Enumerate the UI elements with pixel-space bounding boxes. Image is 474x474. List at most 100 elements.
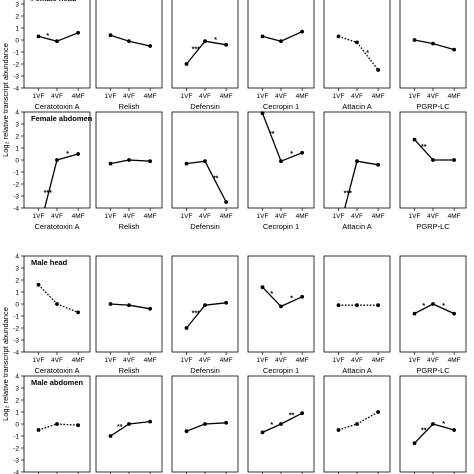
data-point [279,39,283,44]
significance-marker: ** [117,424,123,431]
data-point [148,159,153,164]
y-tick-label: -1 [13,49,19,56]
significance-marker: ** [421,144,427,151]
panel-title: Female head [31,0,77,3]
significance-marker: *** [344,191,352,198]
data-point [260,430,265,435]
significance-marker: * [66,151,69,158]
x-tick-label: 1VF [257,357,269,364]
series-line [56,153,79,161]
x-tick-label: 1VF [409,357,421,364]
series-line [414,39,434,45]
gene-label: Cecropin 1 [263,222,299,231]
data-point [260,111,265,116]
series-line [280,296,303,307]
significance-marker: * [442,303,445,310]
gene-label: Defensin [190,102,220,111]
y-tick-label: 0 [15,157,19,164]
series-line [432,423,455,431]
y-tick-label: 3 [15,1,19,8]
gene-label: PGRP-LC [416,102,450,111]
data-point [412,311,417,316]
data-point [127,422,131,426]
series-line [186,40,206,65]
series-line [204,302,227,306]
significance-marker: *** [44,190,52,197]
y-tick-label: 4 [15,373,19,380]
series-line [128,40,151,47]
x-tick-label: 4VF [275,213,287,220]
y-tick-label: -4 [13,205,19,212]
series-line [261,112,282,162]
x-tick-label: 4MF [372,357,385,364]
series-line [128,420,151,425]
x-tick-label: 1VF [181,357,193,364]
y-tick-label: -3 [13,457,19,464]
gene-label: Relish [119,366,140,375]
x-tick-label: 4VF [427,357,439,364]
significance-marker: * [290,296,293,303]
data-point [76,423,81,428]
data-point [355,422,359,426]
data-point [300,411,305,416]
x-tick-label: 4VF [199,357,211,364]
y-tick-label: 3 [15,385,19,392]
y-axis-label: Log₂ relative transcript abundance [1,43,10,157]
series-line [204,40,227,46]
x-tick-label: 1VF [333,93,345,100]
series-line [432,42,455,51]
series-line [356,411,379,425]
data-point [55,39,59,44]
y-tick-label: -4 [13,349,19,356]
x-tick-label: 4VF [427,213,439,220]
gene-label: Cecropin 1 [263,366,299,375]
y-tick-label: -3 [13,73,19,80]
data-point [127,158,131,162]
y-tick-label: 1 [15,409,19,416]
data-point [55,422,59,426]
gene-label: Defensin [190,222,220,231]
gene-label: Defensin [190,366,220,375]
y-axis-label: Log₂ relative transcript abundance [1,307,10,421]
gene-label: Attacin A [342,366,372,375]
significance-marker: ** [289,413,295,420]
x-tick-label: 4VF [199,93,211,100]
x-tick-label: 4MF [220,93,233,100]
x-tick-label: 4VF [51,357,63,364]
data-point [108,33,113,38]
series-line [356,42,379,71]
x-tick-label: 4MF [372,213,385,220]
data-point [376,162,381,167]
gene-label: Ceratotoxin A [34,102,79,111]
series-line [186,423,206,432]
y-tick-label: 4 [15,109,19,116]
data-point [203,422,207,426]
data-point [279,304,283,309]
series-line [414,423,434,444]
panel-frame [247,0,315,89]
data-point [336,303,341,308]
series-line [44,159,58,208]
data-point [36,282,41,287]
x-tick-label: 4VF [351,213,363,220]
gene-label: PGRP-LC [416,366,450,375]
y-tick-label: 3 [15,121,19,128]
data-point [148,306,153,311]
x-tick-label: 1VF [33,213,45,220]
y-tick-label: 2 [15,13,19,20]
x-tick-label: 4VF [51,213,63,220]
data-point [203,159,207,164]
series-line [110,34,130,42]
x-tick-label: 4MF [448,357,461,364]
x-tick-label: 4MF [144,213,157,220]
x-tick-label: 4MF [372,93,385,100]
significance-marker: * [366,50,369,57]
x-tick-label: 1VF [105,213,117,220]
series-line [186,304,206,329]
series-line [110,423,130,437]
gene-label: Ceratotoxin A [34,366,79,375]
y-tick-label: -2 [13,325,19,332]
data-point [203,39,207,44]
significance-marker: *** [192,311,200,318]
